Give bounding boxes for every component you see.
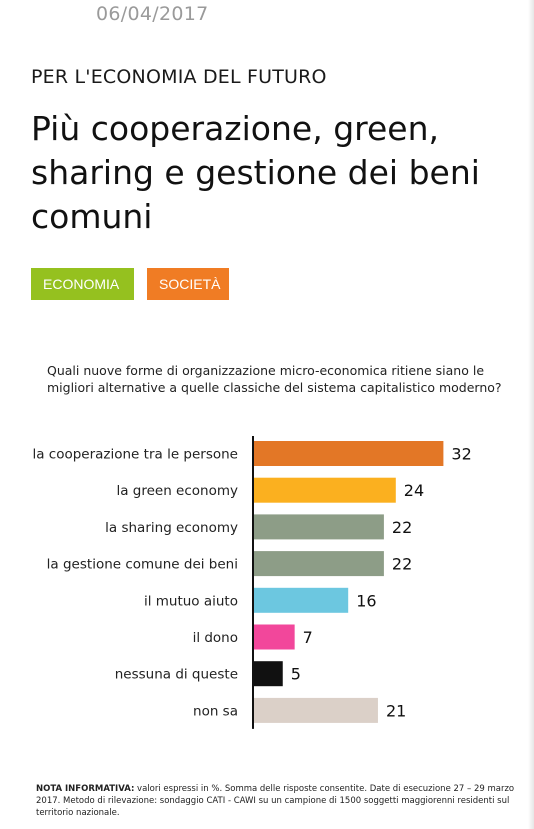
footnote-text: valori espressi in %. Somma delle rispos… [36, 784, 515, 818]
bar-la-green-economy [253, 477, 396, 503]
bar-la-sharing-economy [253, 514, 384, 540]
value-label-la-cooperazione-tra-le-persone: 32 [451, 445, 471, 464]
value-label-nessuna-di-queste: 5 [291, 665, 301, 684]
footnote-label: NOTA INFORMATIVA: [36, 784, 135, 794]
bar-non-sa [253, 697, 378, 723]
bar-il-dono [253, 624, 295, 650]
category-label-nessuna-di-queste: nessuna di queste [115, 667, 238, 683]
page-title: Più cooperazione, green, sharing e gesti… [31, 109, 480, 236]
category-label-la-sharing-economy: la sharing economy [105, 520, 238, 536]
category-label-non-sa: non sa [193, 703, 238, 719]
publish-date: 06/04/2017 [96, 3, 209, 25]
value-label-il-dono: 7 [303, 628, 313, 647]
tag-economia[interactable]: ECONOMIA [31, 268, 134, 300]
bar-il-mutuo-aiuto [253, 587, 349, 613]
bar-la-gestione-comune-dei-beni [253, 551, 384, 577]
value-label-la-sharing-economy: 22 [392, 518, 412, 537]
page-edge-shadow [528, 0, 534, 829]
value-label-la-gestione-comune-dei-beni: 22 [392, 555, 412, 574]
value-label-il-mutuo-aiuto: 16 [356, 591, 376, 610]
category-label-la-gestione-comune-dei-beni: la gestione comune dei beni [47, 557, 238, 573]
bar-la-cooperazione-tra-le-persone [253, 441, 444, 466]
tag-societa[interactable]: SOCIETÀ [147, 268, 229, 300]
footnote: NOTA INFORMATIVA: valori espressi in %. … [36, 783, 516, 819]
category-label-il-dono: il dono [193, 630, 238, 646]
value-label-la-green-economy: 24 [404, 481, 424, 500]
section-kicker: PER L'ECONOMIA DEL FUTURO [31, 66, 327, 88]
category-label-la-green-economy: la green economy [116, 483, 238, 499]
category-label-il-mutuo-aiuto: il mutuo aiuto [144, 593, 238, 609]
bar-nessuna-di-queste [253, 661, 283, 687]
chart-question: Quali nuove forme di organizzazione micr… [47, 363, 502, 395]
bar-chart: la cooperazione tra le persone 32 la green… [32, 436, 472, 729]
category-label-la-cooperazione-tra-le-persone: la cooperazione tra le persone [32, 447, 238, 463]
value-label-non-sa: 21 [386, 701, 406, 720]
